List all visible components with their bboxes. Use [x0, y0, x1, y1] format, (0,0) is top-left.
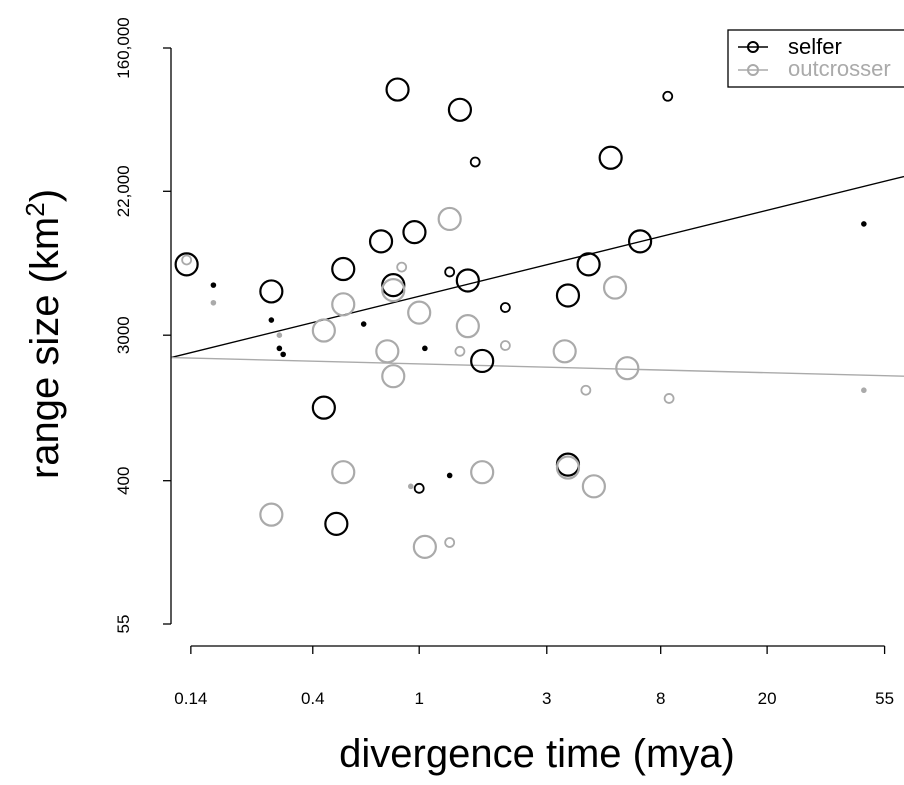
trend-line-selfer — [170, 175, 904, 359]
plot-area — [170, 77, 904, 559]
x-tick-label: 55 — [875, 689, 894, 708]
outcrosser-point — [663, 393, 675, 404]
legend-box — [727, 29, 904, 88]
y-tick-label: 400 — [114, 467, 133, 495]
x-tick-label: 1 — [414, 689, 423, 708]
outcrosser-point — [381, 278, 406, 303]
selfer-point — [259, 279, 284, 304]
selfer-point — [628, 229, 653, 254]
outcrosser-point — [861, 387, 867, 394]
legend: selfer outcrosser — [727, 29, 904, 88]
outcrosser-point — [444, 537, 456, 548]
selfer-point — [555, 283, 581, 308]
outcrosser-point — [615, 356, 640, 381]
y-tick-label: 160,000 — [114, 17, 133, 78]
y-tick-label: 22,000 — [114, 165, 133, 217]
selfer-point — [311, 395, 336, 420]
y-axis-title-suffix: ) — [23, 189, 67, 202]
selfer-point — [422, 345, 428, 352]
y-tick-label: 3000 — [114, 316, 133, 354]
x-tick-label: 0.14 — [174, 689, 207, 708]
selfer-point — [276, 345, 283, 352]
selfer-point — [576, 252, 601, 277]
x-tick-label: 20 — [758, 689, 777, 708]
x-tick-label: 0.4 — [301, 689, 325, 708]
selfer-point — [280, 351, 286, 358]
outcrosser-point — [580, 384, 592, 396]
outcrosser-point — [407, 483, 414, 490]
selfer-point — [268, 317, 275, 323]
outcrosser-point — [311, 318, 336, 343]
outcrosser-point — [454, 345, 466, 357]
outcrosser-point — [555, 455, 581, 480]
outcrosser-point — [210, 299, 217, 306]
selfer-point — [174, 252, 199, 277]
selfer-point — [413, 482, 425, 494]
selfer-point — [324, 511, 349, 536]
outcrosser-point — [396, 261, 408, 273]
selfer-point — [662, 90, 674, 102]
x-axis-title: divergence time (mya) — [339, 732, 735, 776]
outcrosser-point — [602, 275, 628, 300]
selfer-point — [446, 472, 453, 479]
outcrosser-point — [331, 292, 356, 317]
selfer-point — [331, 256, 356, 282]
outcrosser-point — [437, 206, 462, 232]
trend-line-outcrosser — [170, 356, 904, 377]
outcrosser-point — [455, 314, 480, 339]
legend-label-outcrosser: outcrosser — [788, 56, 891, 81]
y-axis-title-superscript: 2 — [20, 202, 50, 216]
axes: 55 400 3000 22,000 160,000 0.14 0.4 1 3 8 20 55 — [114, 17, 894, 708]
y-axis-title: range size (km2) — [20, 189, 67, 479]
outcrosser-point — [259, 502, 284, 527]
legend-label-selfer: selfer — [788, 34, 842, 59]
selfer-point — [360, 321, 367, 327]
y-axis-title-text: range size (km — [23, 217, 67, 479]
selfer-point — [210, 282, 217, 288]
selfer-point — [402, 220, 427, 245]
selfer-point — [455, 268, 480, 293]
x-tick-label: 8 — [656, 689, 665, 708]
selfer-point — [368, 229, 394, 254]
x-tick-label: 3 — [542, 689, 551, 708]
selfer-point — [598, 145, 623, 170]
selfer-point — [499, 302, 511, 313]
outcrosser-point — [499, 340, 511, 351]
selfer-point — [381, 273, 406, 298]
selfer-point — [861, 221, 867, 227]
y-tick-label: 55 — [114, 615, 133, 634]
selfer-point — [444, 266, 456, 278]
outcrosser-point — [407, 300, 432, 325]
selfer-point — [385, 77, 410, 102]
selfer-point — [447, 97, 473, 122]
outcrosser-point — [581, 474, 606, 499]
outcrosser-point — [412, 534, 437, 559]
outcrosser-point — [470, 460, 495, 485]
outcrosser-point — [181, 254, 193, 266]
outcrosser-point — [276, 332, 283, 338]
legend-marker-outcrosser — [747, 64, 759, 76]
outcrosser-point — [381, 364, 406, 389]
outcrosser-point — [331, 460, 356, 485]
selfer-point — [470, 348, 495, 374]
selfer-point — [469, 156, 481, 168]
outcrosser-point — [375, 339, 400, 364]
legend-marker-selfer — [747, 41, 759, 53]
outcrosser-point — [552, 339, 577, 364]
